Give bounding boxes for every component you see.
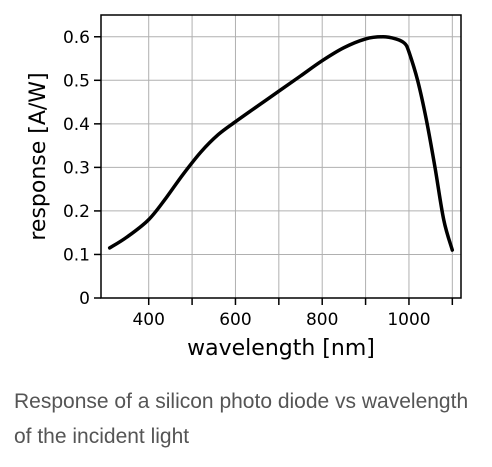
y-tick-label: 0.6 <box>63 28 90 48</box>
x-tick-label: 1000 <box>387 310 430 330</box>
figure-caption: Response of a silicon photo diode vs wav… <box>14 390 469 448</box>
ticks <box>94 36 454 305</box>
plot-frame <box>100 14 462 299</box>
tick-labels: 400 600 800 1000 0 0.1 0.2 0.3 0.4 0.5 0.6 <box>63 28 431 330</box>
y-tick-label: 0.5 <box>63 71 90 91</box>
x-tick-label: 800 <box>306 310 338 330</box>
y-axis-label: response [A/W] <box>26 72 51 240</box>
y-tick-label: 0 <box>79 289 90 309</box>
y-tick-label: 0.3 <box>63 158 90 178</box>
grid <box>101 15 461 298</box>
x-tick-label: 400 <box>132 310 164 330</box>
x-tick-label: 600 <box>219 310 251 330</box>
y-tick-label: 0.4 <box>63 115 90 135</box>
x-axis-label: wavelength [nm] <box>187 336 375 361</box>
series <box>107 35 455 252</box>
chart: 400 600 800 1000 0 0.1 0.2 0.3 0.4 0.5 0.6 wavelen… <box>26 14 462 361</box>
y-tick-label: 0.2 <box>63 202 90 222</box>
response-curve <box>107 35 455 252</box>
y-tick-label: 0.1 <box>63 245 90 265</box>
